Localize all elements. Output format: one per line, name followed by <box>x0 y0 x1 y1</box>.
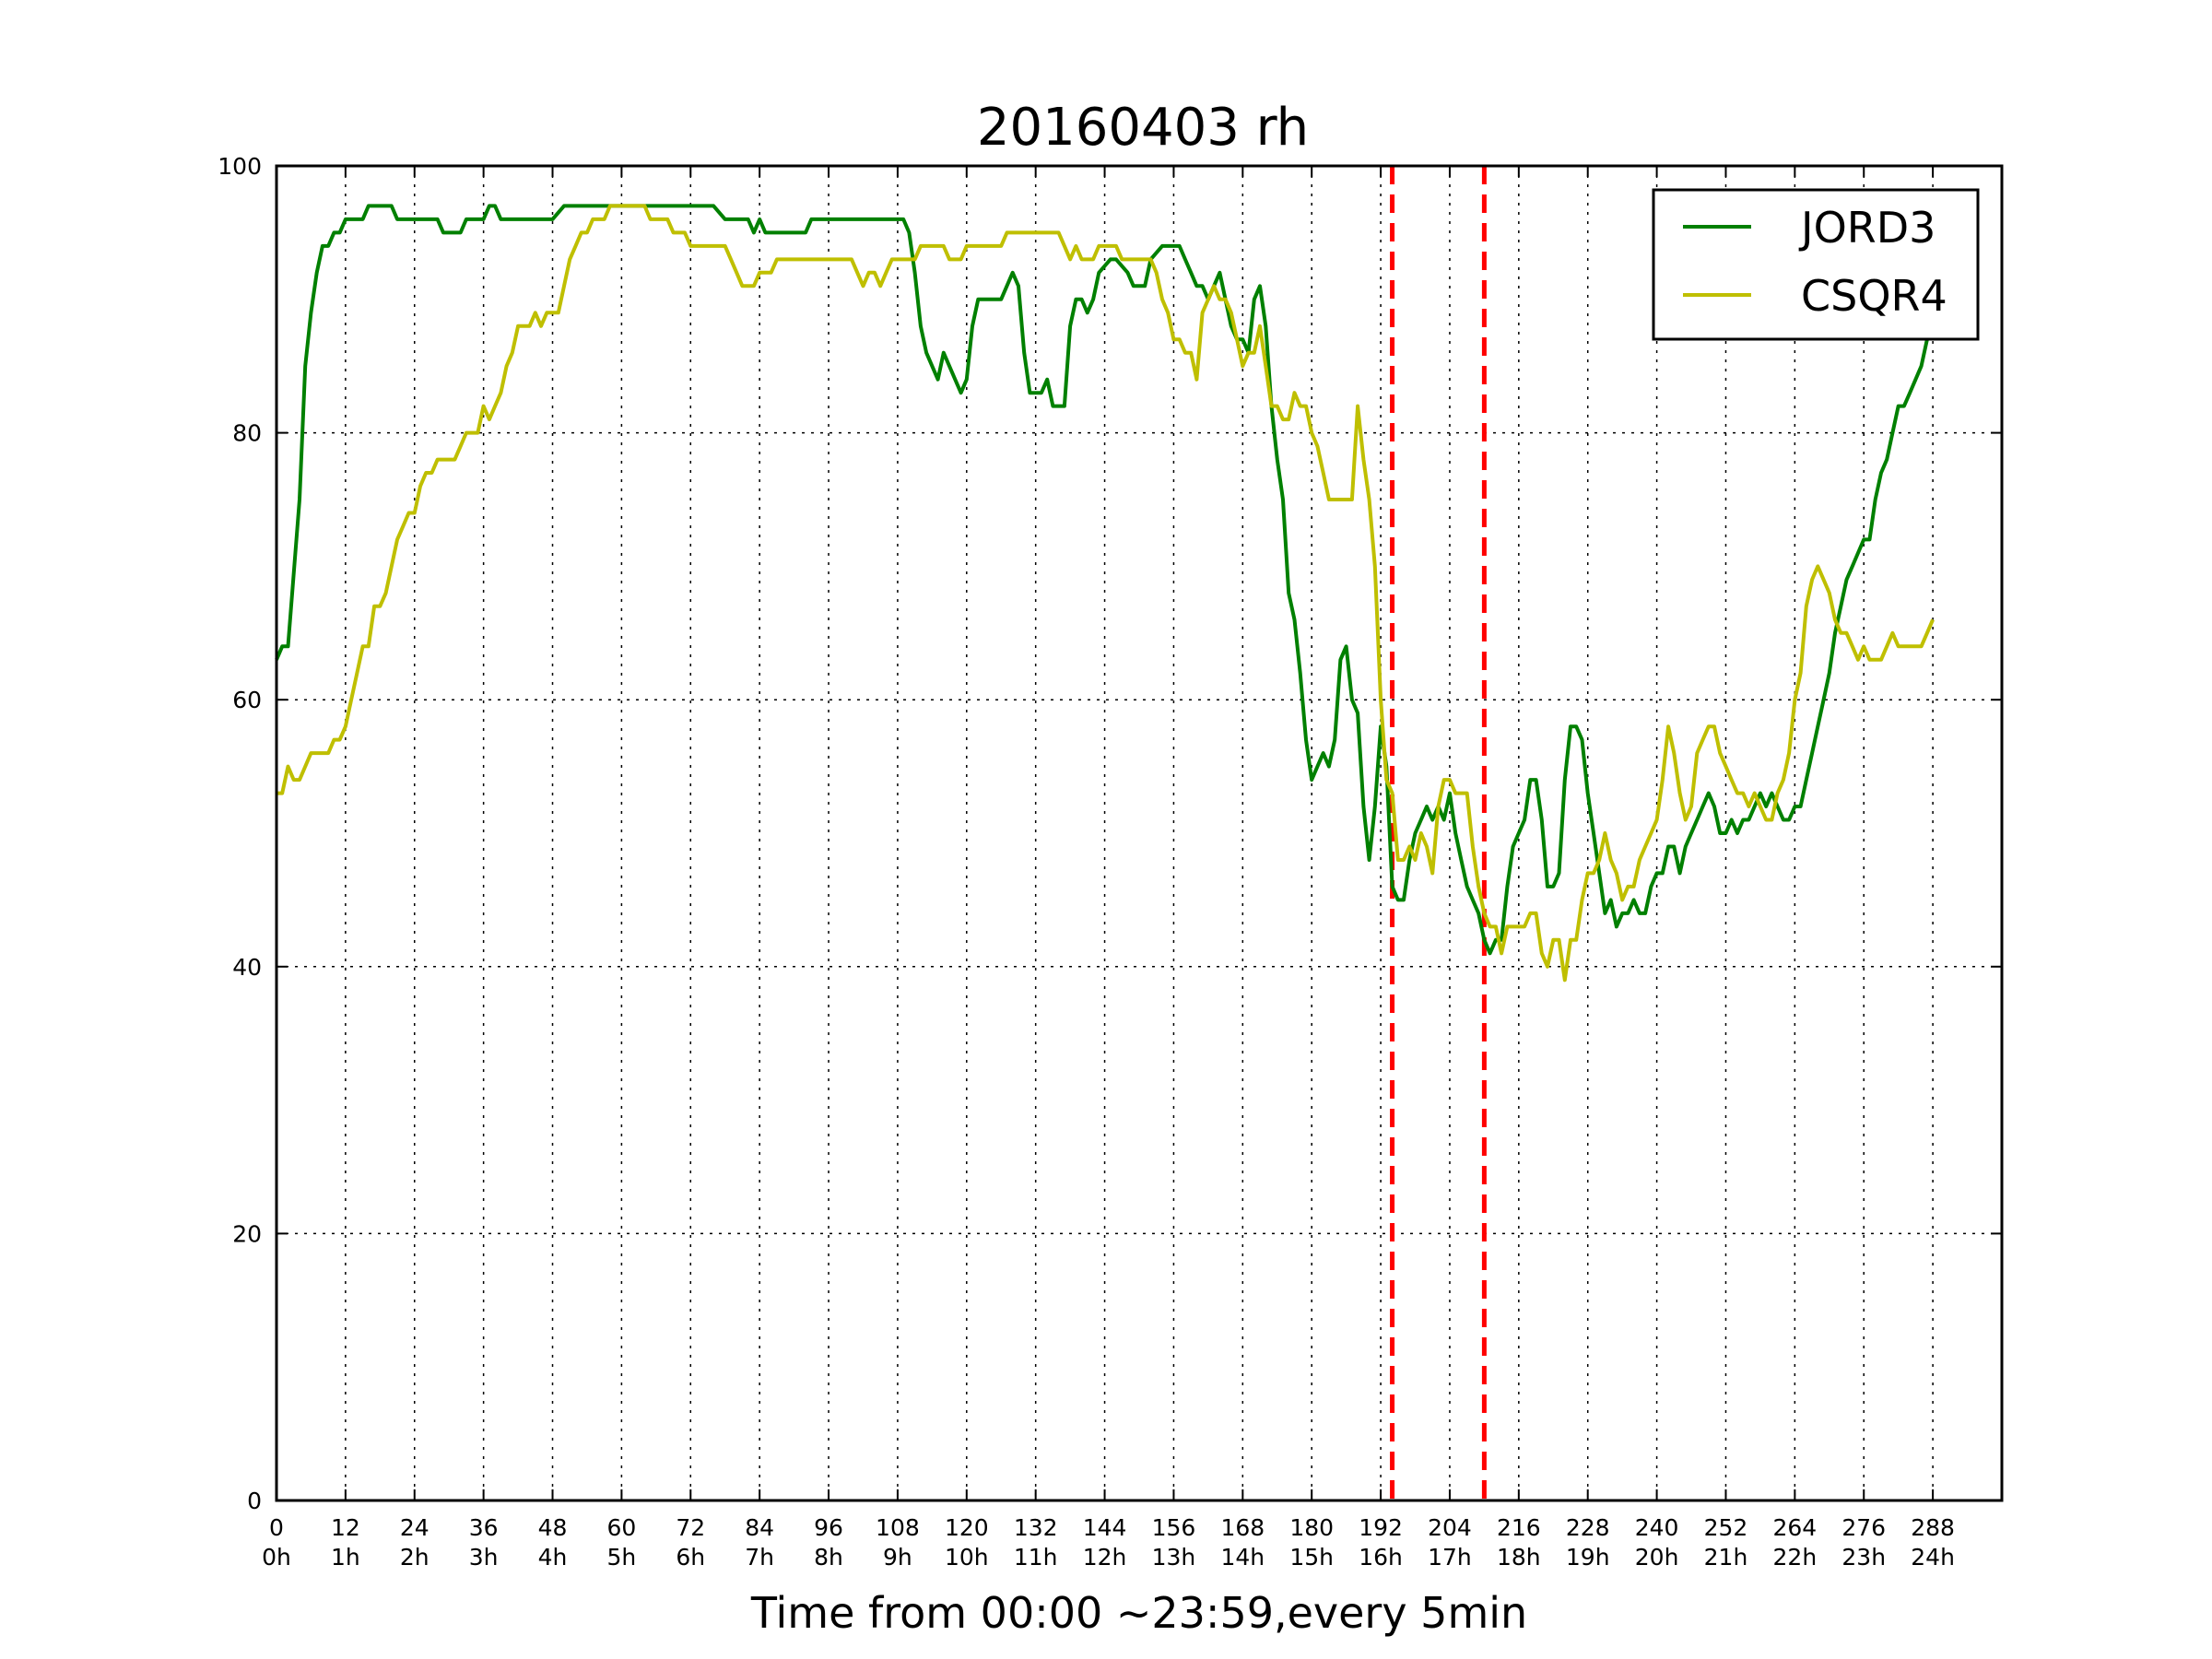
x-tick-sublabel: 11h <box>1014 1544 1058 1571</box>
x-tick-sublabel: 23h <box>1841 1544 1886 1571</box>
series-lines <box>275 204 1936 982</box>
x-axis-label: Time from 00:00 ~23:59,every 5min <box>750 1588 1527 1638</box>
x-tick-sublabel: 7h <box>745 1544 774 1571</box>
y-tick-labels: 0 20 40 60 80 100 <box>218 153 262 1514</box>
x-tick-label: 132 <box>1014 1514 1058 1541</box>
x-tick-sublabel: 12h <box>1083 1544 1127 1571</box>
y-tick-label: 60 <box>232 687 262 713</box>
x-tick-label: 204 <box>1428 1514 1472 1541</box>
x-tick-label: 156 <box>1152 1514 1196 1541</box>
x-tick-sublabel: 2h <box>400 1544 429 1571</box>
x-tick-sublabel: 6h <box>676 1544 705 1571</box>
x-tick-label: 96 <box>814 1514 843 1541</box>
x-tick-label: 252 <box>1704 1514 1748 1541</box>
axis-ticks <box>276 165 2002 1501</box>
x-tick-sublabel: 17h <box>1428 1544 1472 1571</box>
x-tick-sublabel: 13h <box>1152 1544 1196 1571</box>
series-line-jord3 <box>275 204 1936 956</box>
x-tick-sublabel: 16h <box>1359 1544 1403 1571</box>
x-tick-label: 228 <box>1566 1514 1610 1541</box>
x-tick-label: 84 <box>745 1514 774 1541</box>
x-tick-label: 144 <box>1083 1514 1127 1541</box>
x-tick-sublabel: 0h <box>262 1544 291 1571</box>
x-tick-label: 12 <box>331 1514 360 1541</box>
x-tick-sublabel: 1h <box>331 1544 360 1571</box>
chart-title: 20160403 rh <box>977 98 1309 158</box>
x-tick-sublabel: 22h <box>1773 1544 1818 1571</box>
x-tick-sublabel: 15h <box>1289 1544 1334 1571</box>
x-tick-label: 24 <box>400 1514 429 1541</box>
x-tick-sublabel: 10h <box>945 1544 989 1571</box>
x-tick-labels: 0 0h 12 1h 24 2h 36 3h 48 4h 60 5h 72 6h 84 7h 96 8h 108 9h… <box>262 1514 1955 1571</box>
y-tick-label: 0 <box>247 1488 262 1514</box>
x-tick-sublabel: 21h <box>1704 1544 1748 1571</box>
legend: JORD3 CSQR4 <box>1652 188 1980 341</box>
x-tick-label: 216 <box>1497 1514 1541 1541</box>
x-tick-label: 60 <box>606 1514 636 1541</box>
legend-label-csqr4: CSQR4 <box>1801 271 1947 321</box>
y-tick-label: 20 <box>232 1220 262 1247</box>
x-tick-sublabel: 5h <box>607 1544 637 1571</box>
x-tick-label: 0 <box>269 1514 284 1541</box>
vertical-markers <box>1390 166 1487 1500</box>
x-tick-label: 192 <box>1359 1514 1403 1541</box>
y-tick-label: 40 <box>232 954 262 981</box>
y-tick-label: 80 <box>232 420 262 447</box>
x-tick-sublabel: 9h <box>883 1544 912 1571</box>
x-tick-label: 264 <box>1773 1514 1818 1541</box>
x-tick-label: 48 <box>538 1514 568 1541</box>
grid <box>276 166 2002 1500</box>
x-tick-sublabel: 14h <box>1220 1544 1265 1571</box>
x-tick-label: 72 <box>676 1514 705 1541</box>
x-tick-sublabel: 4h <box>538 1544 568 1571</box>
x-tick-sublabel: 3h <box>469 1544 499 1571</box>
x-tick-label: 276 <box>1841 1514 1886 1541</box>
x-tick-sublabel: 20h <box>1635 1544 1679 1571</box>
x-tick-label: 180 <box>1289 1514 1334 1541</box>
x-tick-sublabel: 18h <box>1497 1544 1541 1571</box>
legend-label-jord3: JORD3 <box>1798 203 1936 253</box>
x-tick-label: 108 <box>876 1514 920 1541</box>
x-tick-label: 120 <box>945 1514 989 1541</box>
x-tick-label: 36 <box>469 1514 499 1541</box>
x-tick-sublabel: 8h <box>814 1544 843 1571</box>
x-tick-sublabel: 24h <box>1911 1544 1955 1571</box>
series-line-csqr4 <box>276 204 1935 982</box>
x-tick-label: 288 <box>1911 1514 1955 1541</box>
x-tick-label: 168 <box>1220 1514 1265 1541</box>
x-tick-sublabel: 19h <box>1566 1544 1610 1571</box>
x-tick-label: 240 <box>1635 1514 1679 1541</box>
y-tick-label: 100 <box>218 153 262 180</box>
plot-frame <box>275 164 2004 1502</box>
legend-box <box>1652 188 1980 341</box>
